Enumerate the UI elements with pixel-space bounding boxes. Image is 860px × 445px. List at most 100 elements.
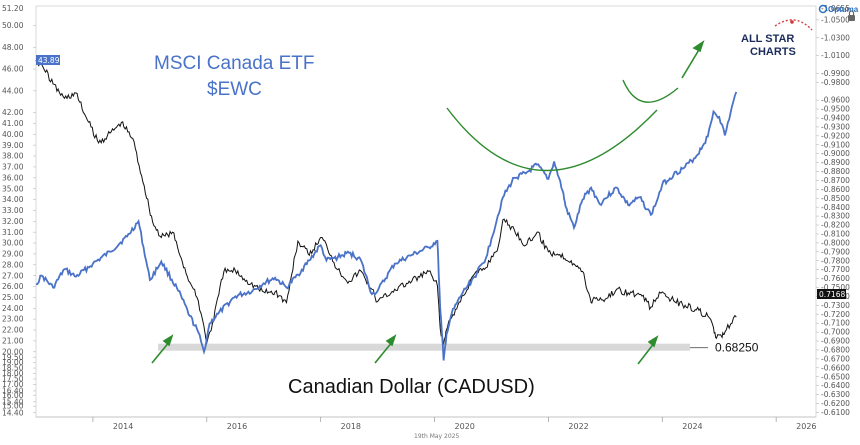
right-tick-label: -0.8100 xyxy=(821,230,850,239)
right-tick-label: -0.7800 xyxy=(821,256,850,265)
support-level-label: 0.68250 xyxy=(715,341,759,355)
left-tick-label: 15.00 xyxy=(2,402,24,411)
left-tick-label: 42.00 xyxy=(2,108,24,117)
left-tick-label: 34.00 xyxy=(2,195,24,204)
right-tick-label: -0.7300 xyxy=(821,301,850,310)
all-star-charts-logo: ALL STAR CHARTS xyxy=(741,19,813,58)
etf-series-line xyxy=(35,91,738,361)
left-tick-label: 25.00 xyxy=(2,293,24,302)
right-tick-label: -1.0500 xyxy=(821,15,850,24)
right-tick-label: -0.9200 xyxy=(821,131,850,140)
left-tick-label: 28.00 xyxy=(2,260,24,269)
right-tick-label: -0.6900 xyxy=(821,337,850,346)
right-tick-label: -0.8200 xyxy=(821,221,850,230)
right-tick-label: -0.9400 xyxy=(821,114,850,123)
right-tick-label: -0.6400 xyxy=(821,381,850,390)
left-tick-label: 37.00 xyxy=(2,163,24,172)
right-tick-label: -0.9600 xyxy=(821,96,850,105)
left-tick-label: 21.00 xyxy=(2,336,24,345)
x-tick-label: 2014 xyxy=(113,422,133,431)
right-tick-label: -0.9800 xyxy=(821,78,850,87)
right-tick-label: -0.9300 xyxy=(821,122,850,131)
left-axis: 14.4015.0015.4016.0016.4017.0017.5018.00… xyxy=(2,4,36,417)
left-tick-label: 44.00 xyxy=(2,86,24,95)
chart-subtitle: $EWC xyxy=(207,79,262,100)
lock-icon[interactable] xyxy=(848,10,855,21)
right-tick-label: -0.8600 xyxy=(821,185,850,194)
left-tick-label: 31.00 xyxy=(2,228,24,237)
x-tick-label: 2016 xyxy=(227,422,247,431)
etf-last-value-badge xyxy=(36,55,60,65)
x-tick-label: 2026 xyxy=(796,422,816,431)
right-tick-label: -0.6200 xyxy=(821,399,850,408)
x-tick-label: 2018 xyxy=(341,422,361,431)
right-tick-label: -0.8900 xyxy=(821,158,850,167)
left-tick-label: 32.00 xyxy=(2,217,24,226)
rounded-bottom-arc xyxy=(446,107,658,172)
plot-area xyxy=(35,5,817,418)
left-tick-label: 16.00 xyxy=(2,391,24,400)
left-tick-label: 39.00 xyxy=(2,141,24,150)
right-tick-label: -0.6300 xyxy=(821,390,850,399)
right-axis: -1.0500 -1.0300 -1.0100 -0.9900-0.9800 -0.96… xyxy=(816,4,850,417)
small-arc xyxy=(622,79,679,103)
bottom-title: Canadian Dollar (CADUSD) xyxy=(288,376,535,398)
up-arrow-2025 xyxy=(637,335,659,365)
right-tick-label: -1.0300 xyxy=(821,33,850,42)
left-tick-label: 19.50 xyxy=(2,353,24,362)
right-tick-label: -0.8000 xyxy=(821,238,850,247)
right-tick-label: -0.8800 xyxy=(821,167,850,176)
right-tick-label: -0.9900 xyxy=(821,69,850,78)
left-tick-label: 41.00 xyxy=(2,119,24,128)
up-arrow-2020 xyxy=(374,334,397,364)
x-tick-label: 2022 xyxy=(568,422,588,431)
cad-last-value-badge xyxy=(817,289,846,299)
right-tick-label: -0.7100 xyxy=(821,319,850,328)
left-tick-label: 36.00 xyxy=(2,173,24,182)
right-tick-label: -0.6600 xyxy=(821,363,850,372)
right-tick-label: -0.8700 xyxy=(821,176,850,185)
left-tick-label: 17.50 xyxy=(2,375,24,384)
cad-last-value: 0.7168 xyxy=(819,290,845,299)
x-tick-label: 2020 xyxy=(455,422,475,431)
left-tick-label: 16.40 xyxy=(2,387,24,396)
left-tick-label: 33.00 xyxy=(2,206,24,215)
right-tick-label: -0.6500 xyxy=(821,372,850,381)
right-tick-label: -0.7700 xyxy=(821,265,850,274)
left-tick-label-top: 51.20 xyxy=(2,4,24,13)
left-tick-label: 27.00 xyxy=(2,271,24,280)
left-tick-label: 40.00 xyxy=(2,130,24,139)
right-tick-label: -0.7200 xyxy=(821,310,850,319)
brand-label: Optuma xyxy=(828,5,859,14)
right-tick-label: -0.8300 xyxy=(821,212,850,221)
left-tick-label: 30.00 xyxy=(2,239,24,248)
logo-line-1: ALL STAR xyxy=(741,33,794,45)
right-tick-label: -0.7000 xyxy=(821,328,850,337)
left-tick-label: 38.00 xyxy=(2,152,24,161)
right-tick-label: -0.6700 xyxy=(821,354,850,363)
right-tick-label: -0.6100 xyxy=(821,408,850,417)
left-tick-label: 18.00 xyxy=(2,369,24,378)
left-tick-label: 29.00 xyxy=(2,250,24,259)
left-tick-label: 50.00 xyxy=(2,21,24,30)
x-tick-label: 2024 xyxy=(682,422,702,431)
right-tick-label: -0.8400 xyxy=(821,203,850,212)
support-band xyxy=(158,343,690,351)
right-tick-label: -1.0100 xyxy=(821,51,850,60)
logo-star-icon xyxy=(790,20,794,24)
cad-series-line xyxy=(35,59,737,345)
optuma-icon xyxy=(818,4,828,14)
date-label: 19th May 2025 xyxy=(414,433,459,440)
x-axis: 2014 2016 2018 2020 2022 2024 2026 xyxy=(92,417,817,431)
logo-star-arc xyxy=(774,19,813,31)
left-tick-label: 18.50 xyxy=(2,364,24,373)
right-tick-label: -0.8500 xyxy=(821,194,850,203)
logo-line-2: CHARTS xyxy=(750,46,796,58)
left-tick-label: 26.00 xyxy=(2,282,24,291)
left-tick-label: 14.40 xyxy=(2,408,24,417)
left-tick-label: 48.00 xyxy=(2,43,24,52)
left-tick-label: 17.00 xyxy=(2,380,24,389)
left-tick-label: 19.00 xyxy=(2,358,24,367)
left-tick-label: 20.00 xyxy=(2,347,24,356)
